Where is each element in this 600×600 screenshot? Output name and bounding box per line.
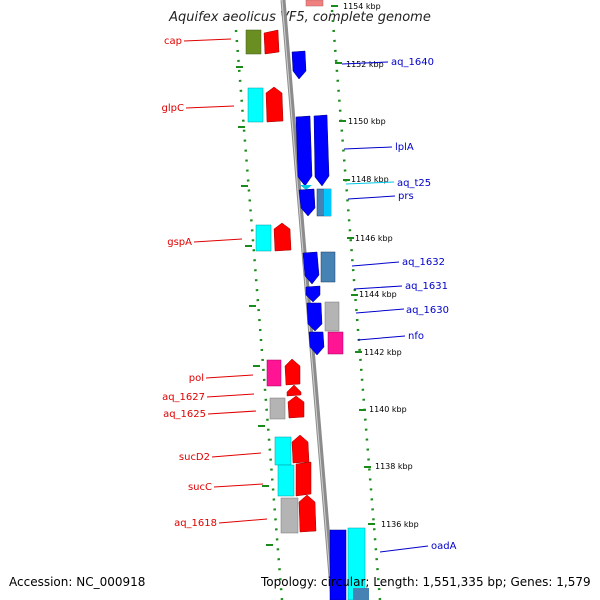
genome-backbone-highlight bbox=[281, 0, 333, 600]
gene-pol[interactable] bbox=[284, 358, 301, 386]
leader-line-aq_t25 bbox=[345, 181, 395, 185]
gene-cap[interactable] bbox=[263, 29, 280, 55]
gene-aq_1631[interactable] bbox=[305, 285, 321, 303]
gene-oadA-steel[interactable] bbox=[353, 588, 369, 600]
left-gene-labels: cap glpC gspA pol aq_1627 aq_1625 sucD2 … bbox=[162, 36, 217, 529]
gene-label-aq_1632[interactable]: aq_1632 bbox=[402, 257, 445, 268]
kbp-label: 1144 kbp bbox=[359, 290, 397, 299]
kbp-label: 1150 kbp bbox=[348, 117, 386, 126]
gene-label-aq_1630[interactable]: aq_1630 bbox=[406, 305, 449, 316]
gene-label-aq_t25[interactable]: aq_t25 bbox=[397, 178, 431, 189]
gene-prs-neighbor-stripe bbox=[324, 189, 331, 216]
kbp-label: 1140 kbp bbox=[369, 405, 407, 414]
gene-gspA[interactable] bbox=[273, 222, 292, 252]
gene-aq_1640[interactable] bbox=[291, 50, 307, 80]
gene-label-glpC[interactable]: glpC bbox=[162, 103, 184, 114]
gene-glpC[interactable] bbox=[265, 86, 284, 123]
gene-label-sucD2[interactable]: sucD2 bbox=[179, 452, 210, 463]
gene-nfo-neighbor[interactable] bbox=[327, 331, 344, 355]
gene-prs[interactable] bbox=[298, 188, 316, 217]
gene-aq_1630[interactable] bbox=[306, 302, 323, 332]
kbp-label: 1148 kbp bbox=[351, 175, 389, 184]
gene-sucD2[interactable] bbox=[291, 434, 310, 464]
kbp-label: 1142 kbp bbox=[364, 348, 402, 357]
gene-label-aq_1640[interactable]: aq_1640 bbox=[391, 57, 434, 68]
kbp-scale: 1154 kbp 1152 kbp 1150 kbp 1148 kbp 1146… bbox=[343, 2, 419, 529]
gene-aq_1632-neighbor[interactable] bbox=[320, 251, 336, 283]
gene-label-cap[interactable]: cap bbox=[164, 36, 182, 47]
gene-partial-top[interactable] bbox=[305, 0, 324, 7]
left-leader-lines bbox=[183, 38, 268, 524]
kbp-label: 1146 kbp bbox=[355, 234, 393, 243]
gene-lplA-partner[interactable] bbox=[313, 114, 330, 187]
gene-label-oadA[interactable]: oadA bbox=[431, 541, 457, 552]
topology-text: Topology: circular; Length: 1,551,335 bp… bbox=[261, 575, 591, 589]
gene-aq_1618[interactable] bbox=[298, 494, 317, 533]
gene-aq_1625-neighbor[interactable] bbox=[269, 397, 286, 420]
gene-label-gspA[interactable]: gspA bbox=[167, 237, 192, 248]
gene-oadA-blue[interactable] bbox=[329, 529, 347, 600]
kbp-label: 1138 kbp bbox=[375, 462, 413, 471]
right-gene-labels: aq_1640 lplA aq_t25 prs aq_1632 aq_1631 … bbox=[391, 57, 457, 552]
gene-label-aq_1625[interactable]: aq_1625 bbox=[163, 409, 206, 420]
gene-sucD2-neighbor[interactable] bbox=[274, 436, 292, 466]
gene-gspA-neighbor[interactable] bbox=[255, 224, 272, 252]
gene-nfo[interactable] bbox=[308, 331, 325, 356]
gene-label-prs[interactable]: prs bbox=[398, 191, 414, 202]
accession-text: Accession: NC_000918 bbox=[9, 575, 146, 589]
gene-label-sucC[interactable]: sucC bbox=[188, 482, 212, 493]
gene-sucC-neighbor[interactable] bbox=[277, 464, 295, 497]
inner-ticks bbox=[331, 5, 375, 525]
gene-sucC[interactable] bbox=[295, 461, 312, 497]
gene-lplA[interactable] bbox=[295, 115, 313, 187]
gene-label-nfo[interactable]: nfo bbox=[408, 331, 424, 342]
map-title: Aquifex aeolicus VF5, complete genome bbox=[169, 10, 431, 25]
right-leader-lines bbox=[341, 61, 429, 553]
gene-aq_1630-neighbor[interactable] bbox=[324, 301, 340, 332]
gene-aq_1632[interactable] bbox=[302, 251, 320, 285]
gene-label-aq_1627[interactable]: aq_1627 bbox=[162, 392, 205, 403]
genome-backbone bbox=[280, 0, 336, 600]
kbp-label: 1152 kbp bbox=[346, 60, 384, 69]
gene-aq_1625[interactable] bbox=[287, 395, 305, 419]
gene-label-aq_1618[interactable]: aq_1618 bbox=[174, 518, 217, 529]
gene-oadA[interactable] bbox=[347, 527, 366, 600]
gene-label-pol[interactable]: pol bbox=[189, 373, 204, 384]
gene-label-lplA[interactable]: lplA bbox=[395, 142, 414, 153]
gene-aq_t25[interactable] bbox=[300, 185, 312, 190]
gene-label-aq_1631[interactable]: aq_1631 bbox=[405, 281, 448, 292]
outer-ticks bbox=[236, 66, 273, 546]
gene-aq_1618-neighbor[interactable] bbox=[280, 497, 299, 534]
gene-aq_1627[interactable] bbox=[286, 384, 302, 397]
kbp-label: 1154 kbp bbox=[343, 2, 381, 11]
gene-cap-neighbor[interactable] bbox=[245, 29, 262, 55]
gene-glpC-neighbor[interactable] bbox=[247, 87, 264, 123]
kbp-label: 1136 kbp bbox=[381, 520, 419, 529]
gene-pol-neighbor[interactable] bbox=[266, 359, 282, 387]
